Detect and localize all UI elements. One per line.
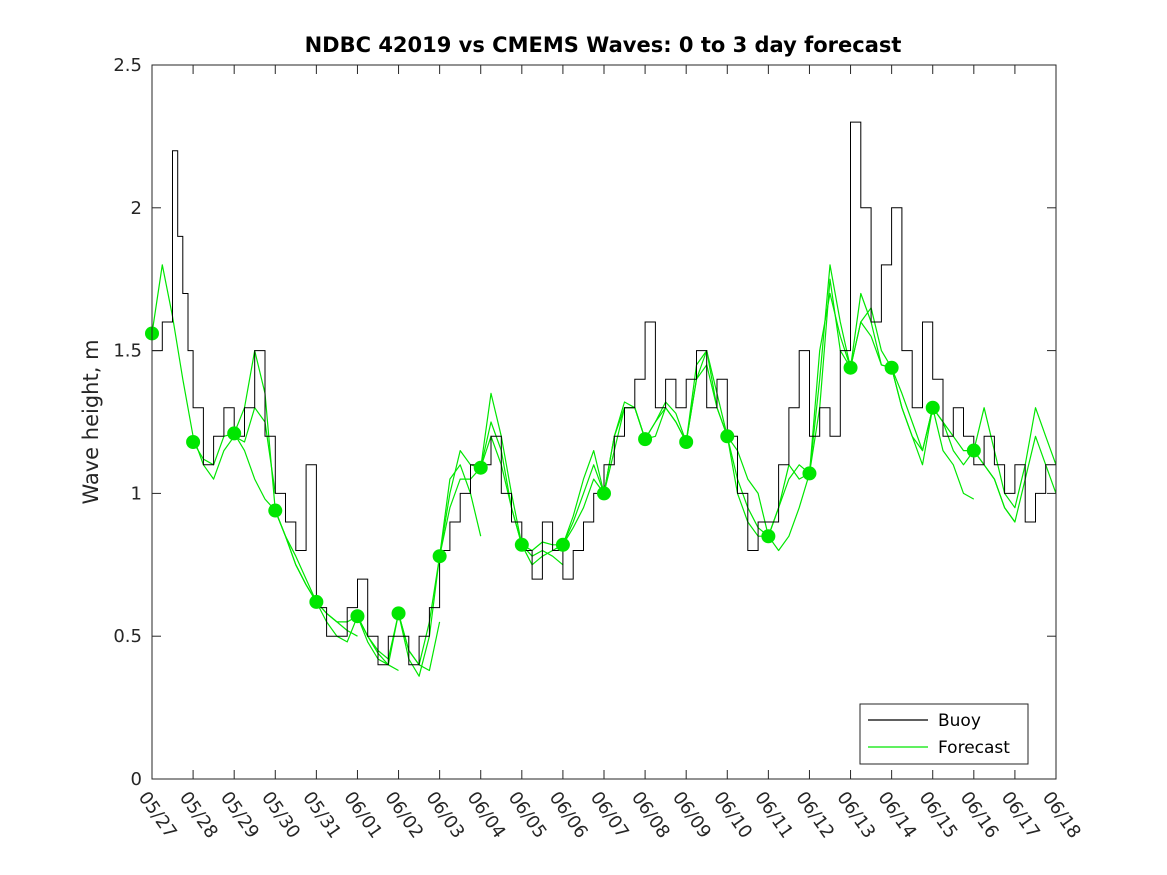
forecast-line [973, 435, 1057, 523]
x-tick-label: 06/11 [750, 788, 797, 843]
y-axis-label: Wave height, m [79, 339, 103, 504]
y-tick-label: 1.5 [113, 341, 142, 362]
x-tick-label: 05/27 [134, 788, 181, 843]
x-tick-label: 06/15 [915, 788, 962, 843]
forecast-initial-point [761, 529, 776, 544]
x-tick-label: 06/07 [586, 788, 633, 843]
y-tick-label: 2 [131, 198, 142, 219]
forecast-initial-point [391, 606, 406, 621]
forecast-initial-point [186, 434, 201, 449]
forecast-initial-point [597, 486, 611, 501]
forecast-initial-point [514, 537, 529, 552]
chart-title: NDBC 42019 vs CMEMS Waves: 0 to 3 day fo… [305, 33, 902, 57]
legend: Buoy Forecast [859, 703, 1029, 765]
forecast-initial-point [720, 429, 735, 444]
x-tick-label: 06/08 [627, 788, 674, 843]
legend-forecast-label: Forecast [938, 738, 1010, 758]
x-tick-label: 06/01 [339, 788, 386, 843]
x-tick-label: 05/28 [175, 788, 222, 843]
x-tick-label: 06/10 [709, 788, 756, 843]
x-tick-label: 06/14 [874, 788, 921, 843]
x-tick-label: 05/31 [298, 788, 345, 843]
forecast-initial-point [555, 537, 570, 552]
x-tick-label: 06/13 [832, 788, 879, 843]
forecast-initial-point [966, 443, 981, 458]
x-tick-label: 05/29 [216, 788, 263, 843]
y-tick-label: 2.5 [113, 55, 142, 76]
forecast-initial-point [802, 466, 817, 481]
x-tick-label: 06/16 [956, 788, 1003, 843]
legend-box [859, 703, 1029, 765]
forecast-initial-point [473, 460, 488, 475]
forecast-initial-point [227, 426, 242, 441]
forecast-initial-point [309, 594, 324, 609]
forecast-initial-point [884, 360, 899, 375]
forecast-line [726, 278, 852, 537]
forecast-initial-point [268, 503, 283, 518]
x-tick-label: 06/06 [545, 788, 592, 843]
x-tick-label: 06/04 [463, 788, 510, 843]
forecast-initial-point [638, 432, 653, 447]
forecast-initial-point [432, 549, 447, 564]
plot-area [152, 65, 1056, 779]
forecast-initial-point [843, 360, 858, 375]
legend-buoy-label: Buoy [938, 711, 981, 731]
series-layer [145, 121, 1057, 677]
x-tick-label: 06/18 [1038, 788, 1085, 843]
forecast-initial-point [679, 434, 694, 449]
y-tick-label: 0 [131, 769, 142, 790]
x-tick-label: 06/03 [422, 788, 469, 843]
x-tick-label: 06/05 [504, 788, 551, 843]
forecast-initial-point [925, 400, 940, 415]
x-tick-label: 06/09 [668, 788, 715, 843]
x-tick-label: 06/02 [380, 788, 427, 843]
x-tick-label: 06/12 [791, 788, 838, 843]
y-tick-label: 0.5 [113, 626, 142, 647]
x-tick-label: 05/30 [257, 788, 304, 843]
y-tick-label: 1 [131, 483, 142, 504]
x-tick-label: 06/17 [997, 788, 1044, 843]
forecast-initial-point [350, 609, 365, 624]
